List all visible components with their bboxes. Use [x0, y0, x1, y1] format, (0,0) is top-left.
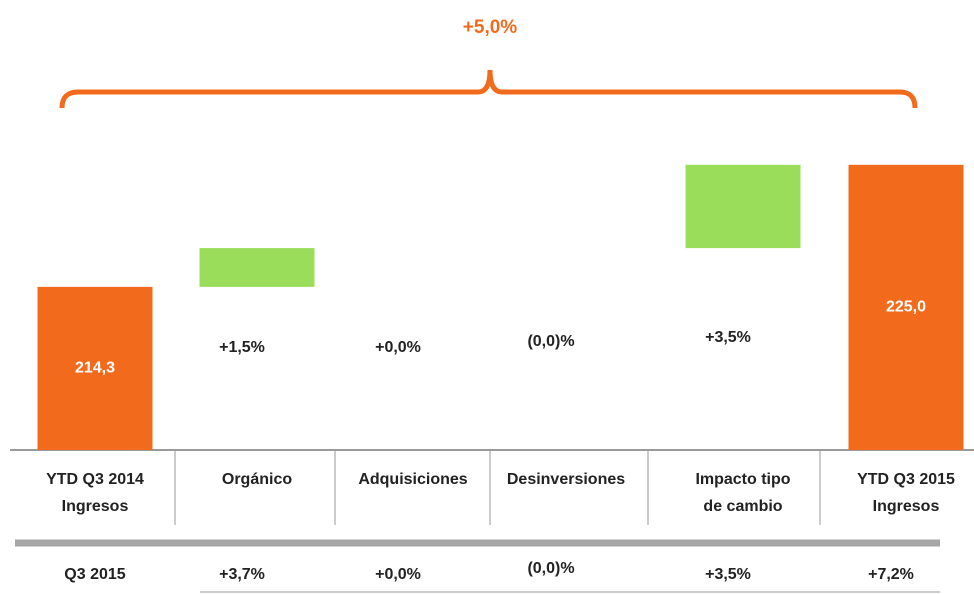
category-label: YTD Q3 2015 Ingresos — [857, 471, 955, 515]
row-value: +3,5% — [705, 566, 751, 583]
category-label: Orgánico — [222, 471, 292, 488]
row-value: (0,0)% — [527, 560, 574, 577]
row-value: +7,2% — [868, 566, 914, 583]
row-label: Q3 2015 — [64, 566, 125, 583]
row-value: +3,7% — [219, 566, 265, 583]
total-bar — [848, 164, 964, 450]
category-label: Impacto tipo de cambio — [695, 471, 790, 515]
delta-bar — [199, 248, 315, 287]
change-label: (0,0)% — [527, 333, 574, 350]
value-label: 214,3 — [75, 360, 115, 377]
change-label: +1,5% — [219, 339, 265, 356]
column-dividers — [174, 450, 821, 525]
bracket — [59, 69, 918, 109]
bracket-label: +5,0% — [463, 17, 518, 38]
delta-bar — [685, 164, 801, 249]
category-label: Adquisiciones — [358, 471, 467, 488]
change-label: +0,0% — [375, 339, 421, 356]
row-value: +0,0% — [375, 566, 421, 583]
category-label: Desinversiones — [507, 471, 625, 488]
total-bar — [37, 286, 153, 450]
category-label: YTD Q3 2014 Ingresos — [46, 471, 144, 515]
value-label: 225,0 — [886, 299, 926, 316]
change-label: +3,5% — [705, 329, 751, 346]
